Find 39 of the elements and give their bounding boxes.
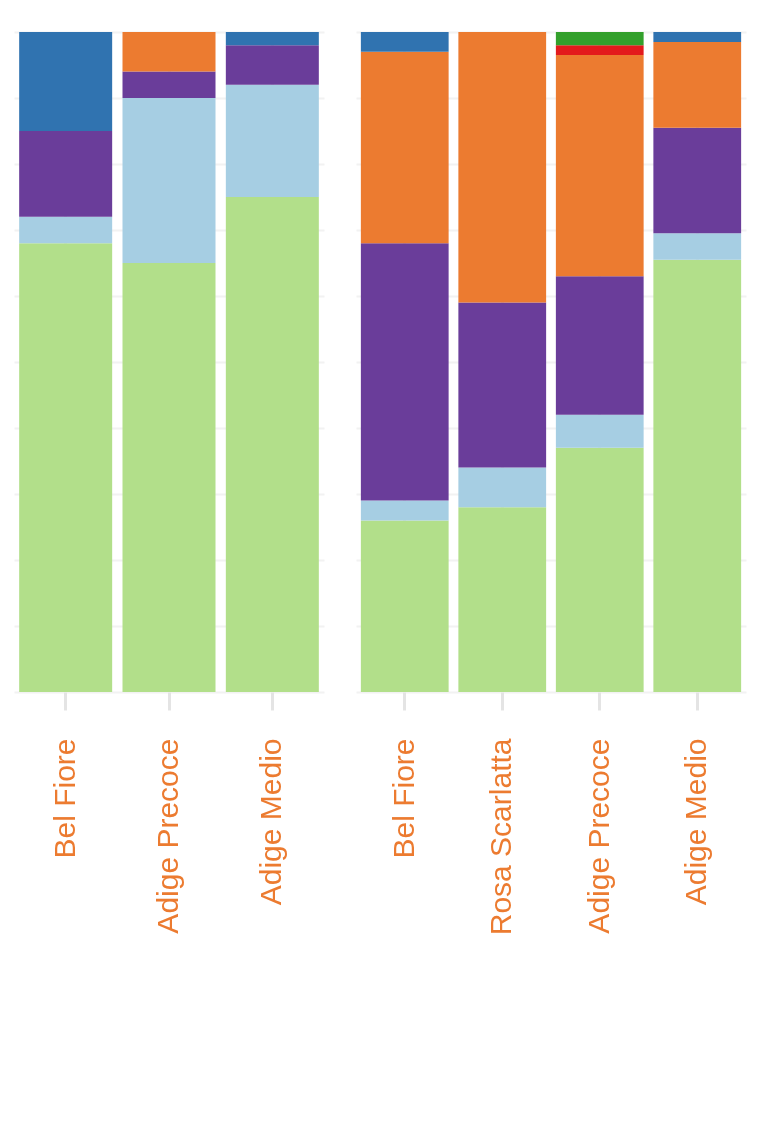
bar	[458, 302, 547, 468]
bar	[360, 500, 449, 521]
bar	[555, 32, 644, 46]
bar	[19, 216, 113, 244]
bar	[555, 55, 644, 277]
x-tick-label: Bel Fiore	[47, 738, 81, 859]
bar	[653, 259, 742, 692]
bar	[122, 71, 216, 98]
x-tick-label: Bel Fiore	[386, 738, 420, 859]
x-tick-label: Adige Precoce	[151, 738, 184, 934]
bar	[555, 45, 644, 56]
bar	[225, 32, 319, 46]
bar	[19, 243, 113, 692]
bar	[360, 32, 449, 52]
x-tick-label: Adige Medio	[254, 738, 288, 906]
bar	[122, 32, 216, 72]
bar	[19, 32, 113, 131]
bar	[458, 32, 547, 303]
bar	[458, 467, 547, 508]
bar	[19, 131, 113, 217]
x-tick-label: Rosa Scarlatta	[484, 738, 518, 936]
bar	[458, 507, 547, 692]
bar	[555, 447, 644, 692]
bar	[122, 263, 216, 692]
bar	[122, 98, 216, 263]
x-tick-label: Adige Precoce	[581, 738, 615, 934]
bar	[653, 127, 742, 234]
bar	[225, 197, 319, 692]
bar	[360, 243, 449, 501]
bar	[653, 32, 742, 42]
bar	[555, 276, 644, 415]
bar	[225, 84, 319, 197]
bar	[225, 45, 319, 85]
bar	[555, 414, 644, 448]
bar	[360, 51, 449, 244]
bar	[360, 520, 449, 692]
bar	[653, 41, 742, 128]
x-tick-label: Adige Medio	[679, 738, 713, 906]
bar	[653, 233, 742, 260]
